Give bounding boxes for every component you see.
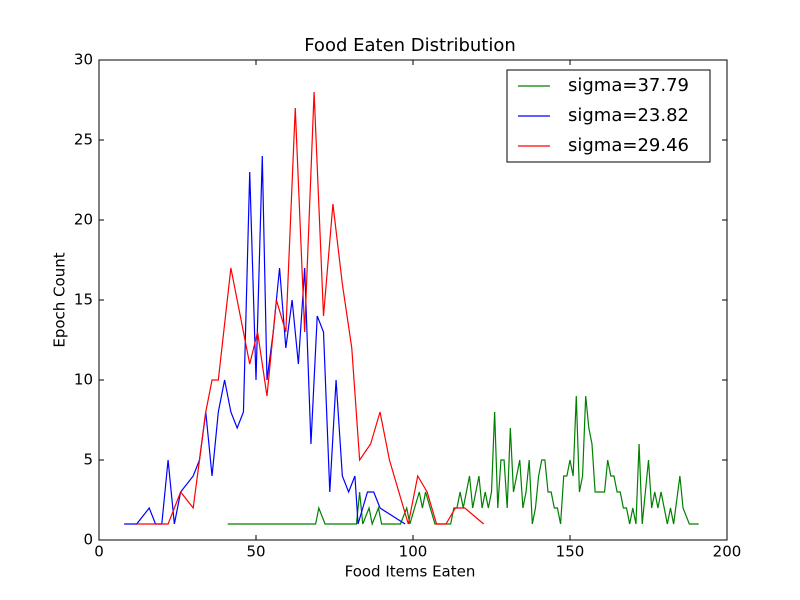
series-line [227,395,699,527]
plot-frame [98,59,728,541]
y-axis-label: Epoch Count [51,252,69,347]
y-tick-label: 0 [83,531,93,549]
legend-label: sigma=29.46 [568,135,689,156]
y-tick-label: 5 [83,451,93,469]
chart-title: Food Eaten Distribution [304,35,516,56]
x-tick-label: 150 [556,543,585,561]
x-tick-label: 50 [246,543,265,561]
x-tick-label: 100 [399,543,428,561]
y-tick-label: 15 [74,291,93,309]
y-tick-label: 10 [74,371,93,389]
legend-label: sigma=37.79 [568,75,689,96]
series-line [136,91,485,525]
y-tick-label: 20 [74,211,93,229]
x-axis-label: Food Items Eaten [345,563,476,581]
y-tick-label: 25 [74,131,93,149]
x-tick-label: 0 [94,543,104,561]
y-tick-label: 30 [74,51,93,69]
legend-label: sigma=23.82 [568,105,689,126]
x-tick-label: 200 [713,543,742,561]
series-line [124,155,406,525]
